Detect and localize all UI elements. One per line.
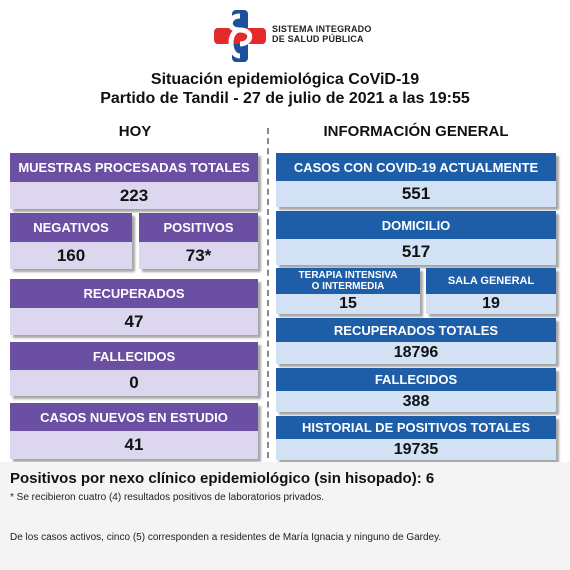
card-value: 19 — [426, 294, 556, 314]
card-historial: HISTORIAL DE POSITIVOS TOTALES 19735 — [276, 416, 556, 460]
card-muestras: MUESTRAS PROCESADAS TOTALES 223 — [10, 153, 258, 209]
card-fallecidos: FALLECIDOS 0 — [10, 342, 258, 396]
card-value: 15 — [276, 294, 420, 314]
card-value: 47 — [10, 308, 258, 335]
card-negativos: NEGATIVOS 160 — [10, 213, 132, 269]
card-label: NEGATIVOS — [10, 213, 132, 242]
column-header-hoy: HOY — [118, 123, 152, 140]
card-value: 41 — [10, 431, 258, 459]
card-label: DOMICILIO — [276, 211, 556, 239]
card-value: 160 — [10, 242, 132, 269]
cross-logo-icon — [214, 10, 266, 62]
column-header-general: INFORMACIÓN GENERAL — [323, 123, 509, 140]
card-label: FALLECIDOS — [276, 368, 556, 391]
footer-panel — [0, 462, 570, 570]
card-terapia: TERAPIA INTENSIVA O INTERMEDIA 15 — [276, 268, 420, 314]
card-label: TERAPIA INTENSIVA O INTERMEDIA — [276, 268, 420, 294]
card-label: MUESTRAS PROCESADAS TOTALES — [10, 153, 258, 182]
card-value: 0 — [10, 370, 258, 396]
card-casos-actuales: CASOS CON COVID-19 ACTUALMENTE 551 — [276, 153, 556, 207]
footer-note: * Se recibieron cuatro (4) resultados po… — [10, 492, 325, 503]
card-sala-general: SALA GENERAL 19 — [426, 268, 556, 314]
card-label: CASOS CON COVID-19 ACTUALMENTE — [276, 153, 556, 181]
card-value: 388 — [276, 391, 556, 412]
card-label: POSITIVOS — [139, 213, 258, 242]
card-value: 517 — [276, 239, 556, 265]
card-domicilio: DOMICILIO 517 — [276, 211, 556, 265]
card-label: CASOS NUEVOS EN ESTUDIO — [10, 403, 258, 431]
card-label: RECUPERADOS TOTALES — [276, 318, 556, 342]
page-title: Situación epidemiológica CoViD-19 Partid… — [100, 71, 470, 107]
card-value: 551 — [276, 181, 556, 207]
card-label: RECUPERADOS — [10, 279, 258, 308]
card-value: 223 — [10, 182, 258, 209]
card-fallecidos-totales: FALLECIDOS 388 — [276, 368, 556, 412]
card-nuevos: CASOS NUEVOS EN ESTUDIO 41 — [10, 403, 258, 459]
card-value: 18796 — [276, 342, 556, 364]
card-label: SALA GENERAL — [426, 268, 556, 294]
column-divider — [267, 128, 269, 458]
organization-name: SISTEMA INTEGRADO DE SALUD PÚBLICA — [272, 24, 372, 44]
footer-note: De los casos activos, cinco (5) correspo… — [10, 532, 442, 543]
footer-main-text: Positivos por nexo clínico epidemiológic… — [10, 470, 435, 487]
card-recuperados: RECUPERADOS 47 — [10, 279, 258, 335]
card-value: 19735 — [276, 439, 556, 460]
card-positivos: POSITIVOS 73* — [139, 213, 258, 269]
card-label: FALLECIDOS — [10, 342, 258, 370]
card-label: HISTORIAL DE POSITIVOS TOTALES — [276, 416, 556, 439]
card-recuperados-totales: RECUPERADOS TOTALES 18796 — [276, 318, 556, 364]
card-value: 73* — [139, 242, 258, 269]
